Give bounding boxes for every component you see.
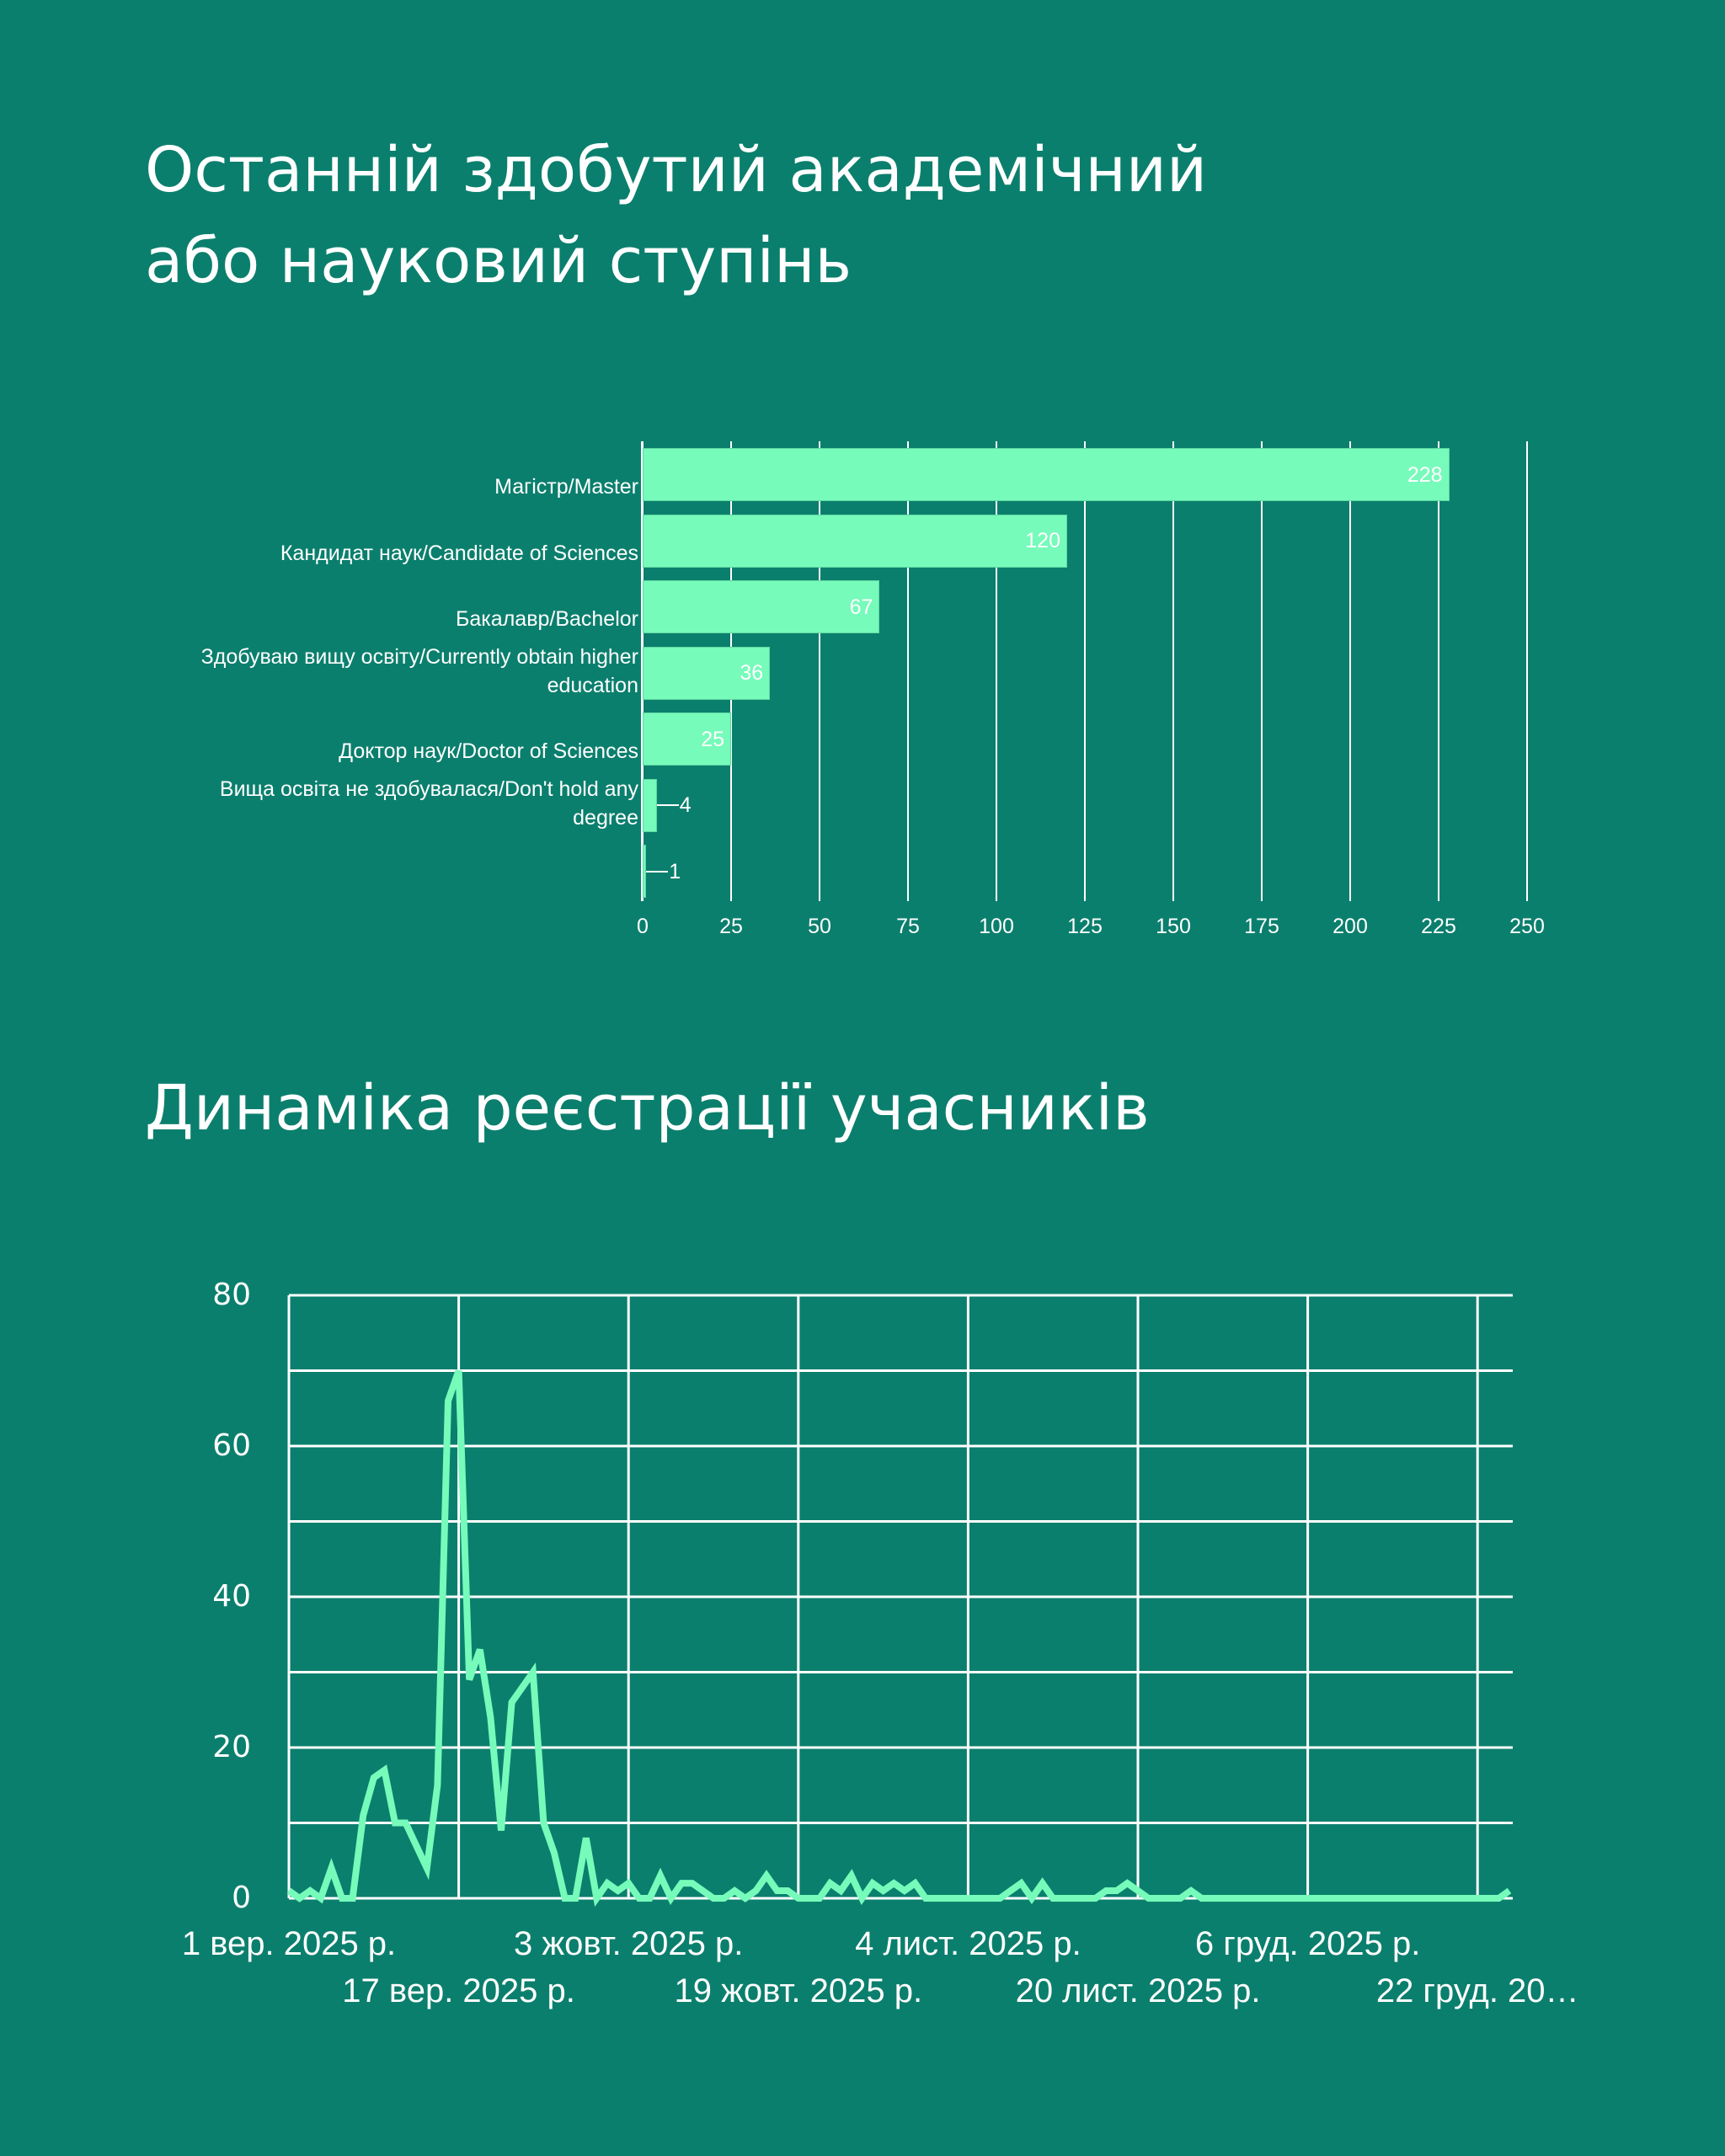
- bar: [643, 448, 1450, 501]
- category-label: Здобуваю вищу освіту/Currently obtain hi…: [133, 645, 638, 700]
- x-tick-label: 19 жовт. 2025 р.: [674, 1972, 923, 2009]
- x-tick-label: 150: [1156, 915, 1191, 938]
- category-label: Доктор наук/Doctor of Sciences: [133, 712, 638, 766]
- x-tick-label: 75: [896, 915, 920, 938]
- value-leader-line: [656, 804, 679, 806]
- bar: [643, 580, 880, 633]
- category-label: Бакалавр/Bachelor: [133, 580, 638, 633]
- y-axis-line: [641, 441, 643, 901]
- x-tick-label: 20 лист. 2025 р.: [1015, 1972, 1261, 2009]
- x-tick-label: 50: [808, 915, 831, 938]
- x-tick-label: 1 вер. 2025 р.: [181, 1925, 397, 1962]
- x-tick-label: 175: [1244, 915, 1279, 938]
- category-label-line: Бакалавр/Bachelor: [456, 607, 638, 631]
- x-gridline: [1349, 441, 1351, 901]
- y-tick-label: 80: [212, 1278, 251, 1312]
- x-tick-label: 125: [1067, 915, 1103, 938]
- value-leader-line: [646, 870, 669, 873]
- y-tick-label: 20: [212, 1730, 251, 1764]
- x-tick-label: 3 жовт. 2025 р.: [514, 1925, 744, 1962]
- x-gridline: [996, 441, 997, 901]
- x-gridline: [1261, 441, 1263, 901]
- bar: [643, 845, 647, 898]
- category-label: Магістр/Master: [133, 448, 638, 501]
- bar-value-label: 228: [1407, 462, 1443, 487]
- registration-line-chart: 0 20 40 60 80 1 вер. 2025 р. 17 вер. 2025 р. 3 …: [0, 1263, 1725, 2021]
- bar-value-label: 1: [669, 859, 681, 883]
- title-line-2: або науковий ступінь: [145, 225, 852, 297]
- x-gridline: [907, 441, 909, 901]
- y-tick-label: 0: [232, 1881, 251, 1915]
- bar-value-label: 120: [1025, 529, 1060, 552]
- bar-value-label: 4: [679, 793, 692, 817]
- x-tick-label: 4 лист. 2025 р.: [855, 1925, 1081, 1962]
- registrations-line: [286, 1369, 1512, 1908]
- bar-value-label: 67: [849, 595, 873, 619]
- x-gridline: [1438, 441, 1439, 901]
- bar: [643, 646, 771, 700]
- x-tick-label: 100: [979, 915, 1014, 938]
- x-gridline: [1172, 441, 1174, 901]
- x-gridline: [1084, 441, 1086, 901]
- degree-chart-title: Останній здобутий академічний або науков…: [145, 125, 1408, 307]
- bar: [643, 778, 657, 832]
- x-gridline: [819, 441, 820, 901]
- bar: [643, 514, 1067, 568]
- title-line-1: Останній здобутий академічний: [145, 134, 1208, 206]
- category-label-line: Доктор наук/Doctor of Sciences: [339, 739, 638, 763]
- x-tick-label: 22 груд. 20…: [1375, 1972, 1579, 2009]
- y-tick-label: 60: [212, 1428, 251, 1463]
- category-label-line: Кандидат наук/Candidate of Sciences: [280, 541, 638, 565]
- x-tick-label: 250: [1509, 915, 1545, 938]
- x-tick-label: 0: [637, 915, 649, 938]
- bar-value-label: 36: [740, 661, 764, 685]
- x-tick-label: 17 вер. 2025 р.: [342, 1972, 575, 2009]
- x-tick-label: 225: [1421, 915, 1456, 938]
- category-label-line: degree: [573, 805, 638, 830]
- category-label-line: Здобуваю вищу освіту/Currently obtain hi…: [200, 644, 638, 669]
- bar: [643, 712, 731, 766]
- category-label-line: Магістр/Master: [494, 475, 638, 499]
- bar-value-label: 25: [701, 727, 724, 751]
- x-tick-label: 6 груд. 2025 р.: [1194, 1925, 1421, 1962]
- x-gridline: [1526, 441, 1528, 901]
- x-tick-label: 25: [719, 915, 743, 938]
- x-tick-label: 200: [1332, 915, 1368, 938]
- degree-bar-chart: 0 25 50 75 100 125 150 175 200 225 250 Магістр/Mast…: [0, 0, 1725, 969]
- category-label: Кандидат наук/Candidate of Sciences: [133, 515, 638, 568]
- line-chart-plot: [286, 1294, 1513, 1908]
- category-label-line: education: [547, 673, 638, 697]
- category-label: Вища освіта не здобувалася/Don't hold an…: [133, 777, 638, 832]
- registration-chart-title: Динаміка реєстрації учасників: [145, 1063, 1408, 1154]
- title-line-1: Динаміка реєстрації учасників: [145, 1072, 1150, 1145]
- y-tick-label: 40: [212, 1579, 251, 1614]
- category-label-line: Вища освіта не здобувалася/Don't hold an…: [219, 776, 638, 801]
